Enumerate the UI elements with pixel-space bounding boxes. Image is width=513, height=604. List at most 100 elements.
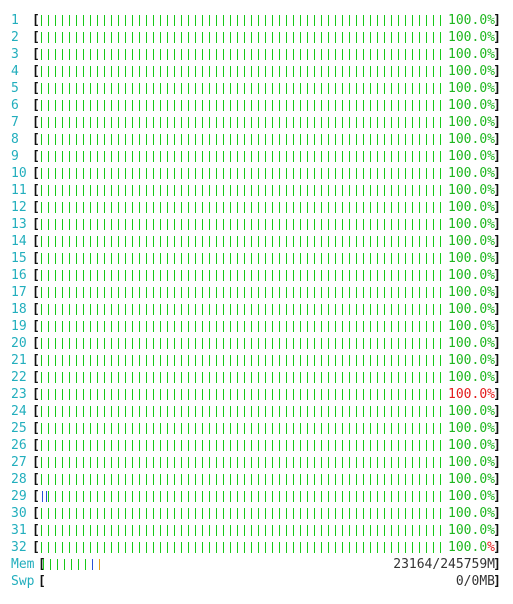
right-bracket: ]: [493, 370, 501, 385]
cpu-usage-bar: [41, 491, 452, 502]
cpu-meter: 1 [ 100.0% ]: [11, 12, 501, 29]
cpu-percent: 100.0%: [447, 250, 495, 267]
swp-value: 0/0MB: [455, 574, 495, 589]
mem-used-tick: [85, 559, 86, 570]
cpu-label: 13: [11, 217, 27, 232]
left-bracket: [: [32, 268, 40, 283]
left-bracket: [: [32, 455, 40, 470]
cpu-label: 18: [11, 302, 27, 317]
left-bracket: [: [38, 557, 46, 572]
cpu-usage-bar: [41, 355, 452, 366]
cpu-meter: 9 [ 100.0% ]: [11, 148, 501, 165]
mem-used-tick: [78, 559, 79, 570]
cpu-usage-bar: [41, 49, 452, 60]
cpu-label: 8: [11, 132, 19, 147]
cpu-usage-bar: [41, 389, 452, 400]
cpu-usage-bar: [41, 15, 452, 26]
cpu-label: 15: [11, 251, 27, 266]
cpu-label: 19: [11, 319, 27, 334]
cpu-meter: 28 [ 100.0% ]: [11, 471, 501, 488]
left-bracket: [: [32, 166, 40, 181]
left-bracket: [: [32, 489, 40, 504]
cpu-label: 14: [11, 234, 27, 249]
mem-used-tick: [43, 559, 44, 570]
right-bracket: ]: [493, 251, 501, 266]
cpu-usage-bar: [41, 457, 452, 468]
right-bracket: ]: [493, 336, 501, 351]
right-bracket: ]: [493, 47, 501, 62]
cpu-usage-bar: [41, 270, 452, 281]
cpu-usage-bar: [41, 32, 452, 43]
cpu-label: 3: [11, 47, 19, 62]
cpu-meter: 20 [ 100.0% ]: [11, 335, 501, 352]
left-bracket: [: [32, 98, 40, 113]
left-bracket: [: [32, 217, 40, 232]
left-bracket: [: [32, 336, 40, 351]
right-bracket: ]: [493, 523, 501, 538]
left-bracket: [: [32, 149, 40, 164]
right-bracket: ]: [493, 574, 501, 589]
cpu-percent: 100.0%: [447, 284, 495, 301]
left-bracket: [: [32, 13, 40, 28]
cpu-label: 9: [11, 149, 19, 164]
cpu-percent: 100.0%: [447, 318, 495, 335]
cpu-percent: 100.0%: [447, 114, 495, 131]
mem-value: 23164/245759M: [393, 557, 495, 572]
right-bracket: ]: [493, 166, 501, 181]
cpu-meter: 14 [ 100.0% ]: [11, 233, 501, 250]
right-bracket: ]: [493, 200, 501, 215]
cpu-percent: 100.0%: [447, 301, 495, 318]
left-bracket: [: [32, 115, 40, 130]
cpu-percent: 100.0%: [447, 488, 495, 505]
left-bracket: [: [32, 438, 40, 453]
left-bracket: [: [32, 47, 40, 62]
cpu-label: 4: [11, 64, 19, 79]
cpu-label: 23: [11, 387, 27, 402]
right-bracket: ]: [493, 387, 501, 402]
cpu-meter: 29 [ 100.0% ]: [11, 488, 501, 505]
cpu-percent: 100.0%: [447, 131, 495, 148]
mem-used-tick: [50, 559, 51, 570]
cpu-usage-bar: [41, 406, 452, 417]
right-bracket: ]: [493, 455, 501, 470]
right-bracket: ]: [493, 183, 501, 198]
cpu-percent: 100.0%: [447, 403, 495, 420]
cpu-usage-bar: [41, 304, 452, 315]
cpu-label: 20: [11, 336, 27, 351]
left-bracket: [: [32, 183, 40, 198]
left-bracket: [: [32, 81, 40, 96]
right-bracket: ]: [493, 557, 501, 572]
cpu-meter: 6 [ 100.0% ]: [11, 97, 501, 114]
cpu-meter: 15 [ 100.0% ]: [11, 250, 501, 267]
cpu-percent: 100.0%: [447, 80, 495, 97]
cpu-percent: 100.0%: [447, 454, 495, 471]
cpu-meter: 23 [ 100.0% ]: [11, 386, 501, 403]
left-bracket: [: [32, 319, 40, 334]
meters-panel: 1 [ 100.0% ] 2 [ 100.0% ] 3 [ 100.0% ] 4…: [11, 12, 501, 590]
right-bracket: ]: [493, 421, 501, 436]
cpu-usage-bar: [41, 440, 452, 451]
cpu-percent-number: 100.0: [448, 540, 488, 555]
right-bracket: ]: [493, 132, 501, 147]
cpu-percent: 100.0%: [447, 182, 495, 199]
cpu-meter: 24 [ 100.0% ]: [11, 403, 501, 420]
cpu-usage-bar: [41, 287, 452, 298]
cpu-meter: 25 [ 100.0% ]: [11, 420, 501, 437]
cpu-usage-bar: [41, 83, 452, 94]
cpu-percent: 100.0%: [447, 335, 495, 352]
cpu-meter: 27 [ 100.0% ]: [11, 454, 501, 471]
cpu-label: 28: [11, 472, 27, 487]
cpu-percent: 100.0%: [447, 199, 495, 216]
right-bracket: ]: [493, 98, 501, 113]
right-bracket: ]: [493, 115, 501, 130]
left-bracket: [: [38, 574, 46, 589]
left-bracket: [: [32, 540, 40, 555]
cpu-usage-bar: [41, 100, 452, 111]
left-bracket: [: [32, 387, 40, 402]
cpu-percent: 100.0%: [447, 471, 495, 488]
cpu-meter: 2 [ 100.0% ]: [11, 29, 501, 46]
cpu-percent: 100.0%: [447, 233, 495, 250]
cpu-percent: 100.0%: [447, 216, 495, 233]
cpu-percent: 100.0%: [447, 369, 495, 386]
cpu-usage-bar: [41, 219, 452, 230]
